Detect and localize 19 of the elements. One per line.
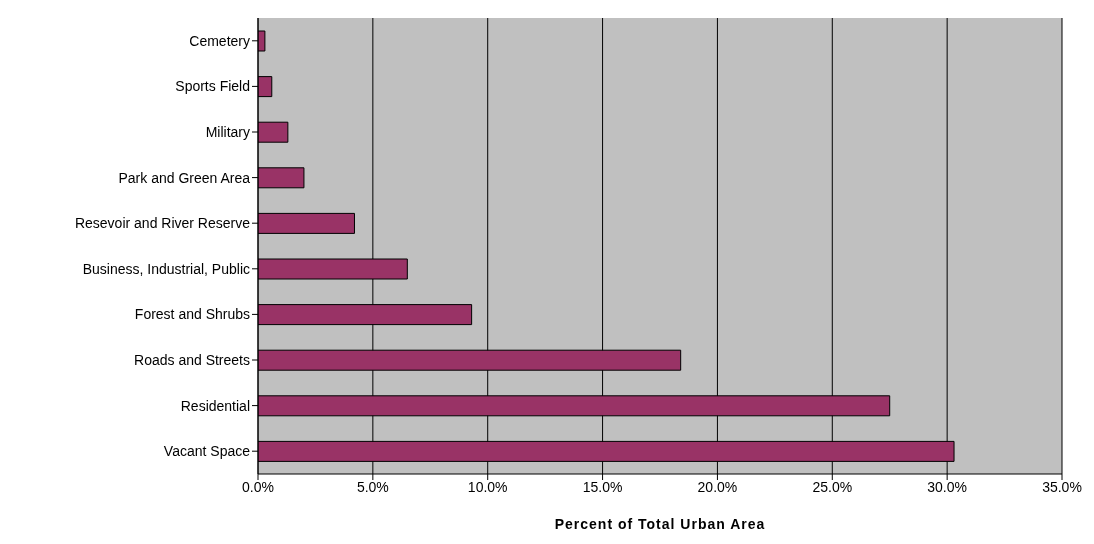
x-tick-label: 10.0%	[467, 478, 508, 495]
y-tick-label: Resevoir and River Reserve	[74, 215, 251, 232]
y-tick-label: Business, Industrial, Public	[82, 260, 250, 277]
y-tick-label: Cemetery	[189, 32, 250, 49]
y-tick-label: Residential	[180, 397, 250, 414]
y-tick-label: Vacant Space	[163, 443, 251, 460]
x-tick-label: 25.0%	[812, 478, 853, 495]
x-tick-label: 20.0%	[697, 478, 738, 495]
x-tick-label: 0.0%	[242, 478, 274, 495]
y-tick-label: Forest and Shrubs	[134, 306, 250, 323]
y-tick-label: Roads and Streets	[134, 351, 250, 368]
y-tick-label: Sports Field	[175, 78, 250, 95]
y-tick-label: Military	[205, 123, 250, 140]
y-tick-label: Park and Green Area	[118, 169, 251, 186]
x-tick-label: 35.0%	[1042, 478, 1082, 495]
x-axis-title: Percent of Total Urban Area	[554, 516, 766, 532]
x-tick-label: 30.0%	[927, 478, 967, 495]
x-tick-label: 5.0%	[356, 478, 389, 495]
x-tick-label: 15.0%	[582, 478, 623, 495]
